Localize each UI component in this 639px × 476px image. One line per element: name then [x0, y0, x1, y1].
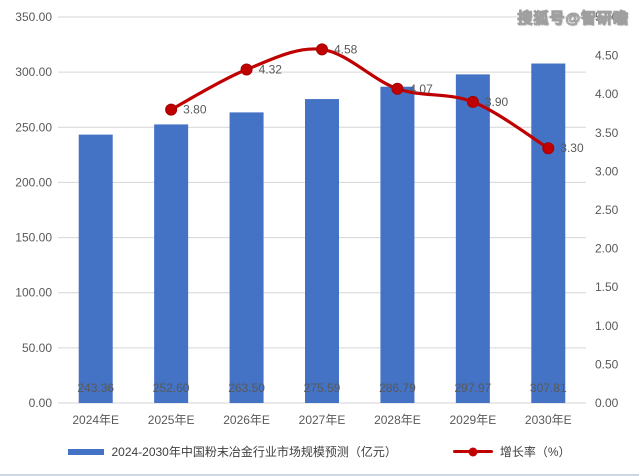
right-axis-tick-label: 2.50 [595, 203, 619, 217]
right-axis-tick-label: 0.50 [595, 357, 619, 371]
line-marker [466, 95, 479, 108]
right-axis-tick-label: 5.00 [595, 10, 619, 24]
line-marker [542, 142, 555, 155]
left-axis-tick-label: 150.00 [15, 231, 52, 245]
legend-item-growth-rate: 增长率（%） [452, 443, 571, 460]
right-axis-tick-label: 3.50 [595, 126, 619, 140]
left-axis-tick-label: 100.00 [15, 286, 52, 300]
bar-value-label: 297.97 [455, 381, 492, 395]
bar-value-label: 243.36 [77, 381, 114, 395]
bar-value-label: 286.79 [379, 381, 416, 395]
legend-item-market-size: 2024-2030年中国粉末冶金行业市场规模预测（亿元） [68, 443, 397, 460]
bar-2026年E [229, 112, 264, 403]
line-marker [316, 43, 328, 56]
bar-2030年E [531, 63, 566, 403]
x-axis-category-label: 2024年E [72, 413, 119, 427]
watermark: 搜狐号@智研瞻 [517, 10, 629, 28]
line-value-label: 4.58 [334, 42, 358, 56]
line-value-label: 3.30 [560, 141, 584, 155]
bar-2025年E [154, 124, 189, 404]
legend-label-market-size: 2024-2030年中国粉末冶金行业市场规模预测（亿元） [111, 445, 397, 459]
bar-value-label: 275.59 [304, 381, 341, 395]
bar-series-swatch-icon [68, 448, 105, 455]
bar-value-label: 252.60 [153, 381, 190, 395]
right-axis-tick-label: 4.00 [595, 87, 619, 101]
line-marker [240, 63, 253, 76]
legend-label-growth-rate: 增长率（%） [499, 445, 571, 459]
right-axis-tick-label: 0.00 [595, 396, 619, 410]
bar-value-label: 307.81 [530, 381, 567, 395]
bar-2024年E [78, 134, 113, 403]
left-axis-tick-label: 200.00 [15, 175, 52, 189]
x-axis-category-label: 2030年E [525, 413, 572, 427]
right-axis-tick-label: 1.50 [595, 280, 619, 294]
right-axis-tick-label: 3.00 [595, 164, 619, 178]
line-value-label: 3.80 [183, 103, 207, 117]
bar-value-label: 263.50 [228, 381, 265, 395]
left-axis-tick-label: 250.00 [15, 120, 52, 134]
line-marker-dot-icon [468, 447, 478, 456]
x-axis-category-label: 2028年E [374, 413, 421, 427]
bar-2027年E [305, 99, 339, 403]
bar-2029年E [455, 74, 490, 404]
line-value-label: 3.90 [485, 95, 509, 109]
line-marker [391, 82, 404, 95]
line-marker [165, 103, 178, 116]
bar-2028年E [380, 86, 415, 403]
left-axis-tick-label: 0.00 [29, 396, 53, 410]
growth-rate-line [169, 47, 550, 150]
right-axis-tick-label: 4.50 [595, 49, 619, 63]
line-series-swatch-icon [452, 447, 493, 456]
left-axis-tick-label: 300.00 [15, 65, 52, 79]
legend: 2024-2030年中国粉末冶金行业市场规模预测（亿元） 增长率（%） [0, 443, 639, 460]
combo-chart: 0.00 50.00 100.00 150.00 200.00 250.00 300.00 3… [15, 10, 619, 427]
right-axis-tick-label: 1.00 [595, 319, 619, 333]
x-axis-category-label: 2026年E [223, 413, 270, 427]
line-value-label: 4.32 [259, 62, 283, 76]
left-axis-tick-label: 350.00 [15, 10, 52, 24]
x-axis-category-label: 2029年E [450, 413, 497, 427]
x-axis-category-label: 2025年E [148, 413, 195, 427]
left-axis-tick-label: 50.00 [22, 341, 52, 355]
right-axis-tick-label: 2.00 [595, 242, 619, 256]
x-axis-category-label: 2027年E [299, 413, 346, 427]
line-value-label: 4.07 [409, 82, 433, 96]
